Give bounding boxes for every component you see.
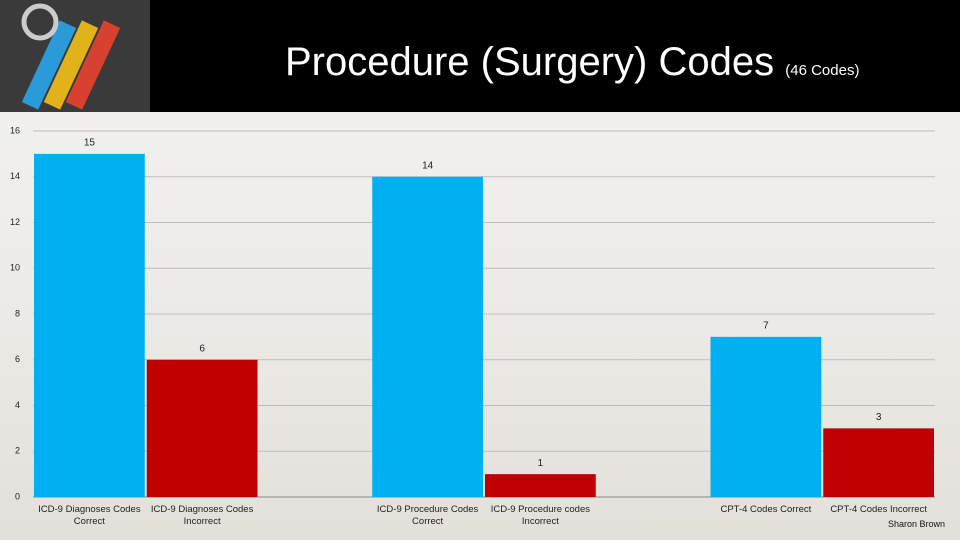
x-tick-label: ICD-9 Diagnoses Codes Incorrect (150, 504, 254, 527)
value-label: 3 (876, 412, 882, 423)
y-tick-label: 6 (15, 354, 20, 364)
y-tick-label: 12 (10, 217, 20, 227)
y-tick-label: 10 (10, 263, 20, 273)
y-tick-label: 16 (10, 125, 20, 135)
value-label: 7 (763, 321, 769, 332)
x-tick-label: ICD-9 Procedure codes Incorrect (490, 504, 591, 527)
chart-title: Procedure (Surgery) Codes (46 Codes) (285, 40, 859, 85)
title-text: Procedure (Surgery) Codes (285, 40, 775, 84)
y-tick-label: 4 (15, 400, 20, 410)
x-tick-label: CPT-4 Codes Correct (720, 504, 812, 515)
x-tick-label: ICD-9 Diagnoses Codes Correct (38, 504, 141, 527)
x-tick-label: ICD-9 Procedure Codes Correct (376, 504, 479, 527)
y-tick-label: 2 (15, 446, 20, 456)
bar (485, 474, 596, 497)
bar (823, 428, 934, 497)
bar (146, 359, 258, 497)
bar (372, 176, 483, 497)
y-tick-label: 8 (15, 308, 20, 318)
y-tick-label: 0 (15, 491, 20, 501)
value-label: 15 (84, 138, 96, 149)
header-bar: Procedure (Surgery) Codes (46 Codes) (0, 0, 960, 112)
value-label: 1 (538, 458, 544, 469)
x-tick-label: CPT-4 Codes Incorrect (830, 504, 927, 515)
header-image (0, 0, 150, 112)
value-label: 6 (199, 343, 205, 354)
y-tick-label: 14 (10, 171, 20, 181)
value-label: 14 (422, 160, 434, 171)
bar (710, 336, 822, 497)
subtitle: (46 Codes) (785, 62, 860, 79)
footer: Sharon Brown (887, 519, 945, 529)
bar (34, 153, 145, 497)
